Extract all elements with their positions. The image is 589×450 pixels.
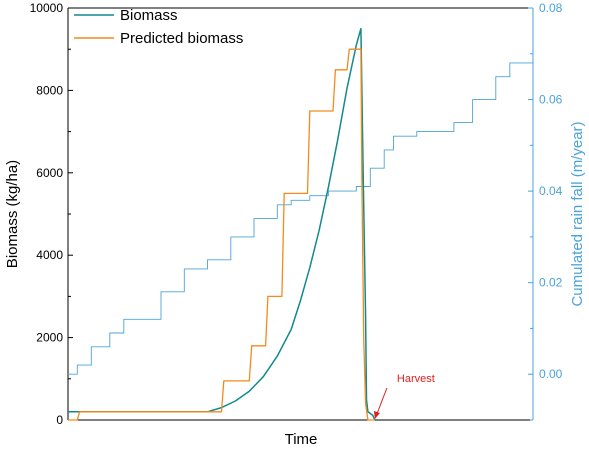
y2-tick-label: 0.00	[539, 367, 563, 381]
y2-tick-label: 0.04	[539, 184, 563, 198]
y-tick-label: 4000	[36, 248, 63, 262]
predicted-biomass-line	[68, 48, 375, 421]
y-tick-label: 10000	[30, 1, 64, 15]
rainfall-line	[68, 49, 534, 375]
y-tick-label: 8000	[36, 83, 63, 97]
harvest-arrowhead	[373, 411, 380, 419]
biomass-line	[68, 27, 376, 421]
x-axis-title: Time	[285, 431, 318, 448]
legend-label: Biomass	[120, 7, 178, 24]
y-axis-title: Biomass (kg/ha)	[4, 160, 21, 268]
legend-label: Predicted biomass	[120, 30, 243, 47]
y2-axis-title: Cumulated rain fall (m/year)	[569, 121, 586, 306]
y-tick-label: 0	[56, 413, 63, 427]
y2-tick-label: 0.02	[539, 276, 563, 290]
y2-tick-label: 0.08	[539, 1, 563, 15]
y-tick-label: 6000	[36, 166, 63, 180]
y-tick-label: 2000	[36, 331, 63, 345]
harvest-annotation: Harvest	[397, 373, 435, 385]
harvest-arrow-line	[376, 387, 388, 415]
y2-tick-label: 0.06	[539, 93, 563, 107]
